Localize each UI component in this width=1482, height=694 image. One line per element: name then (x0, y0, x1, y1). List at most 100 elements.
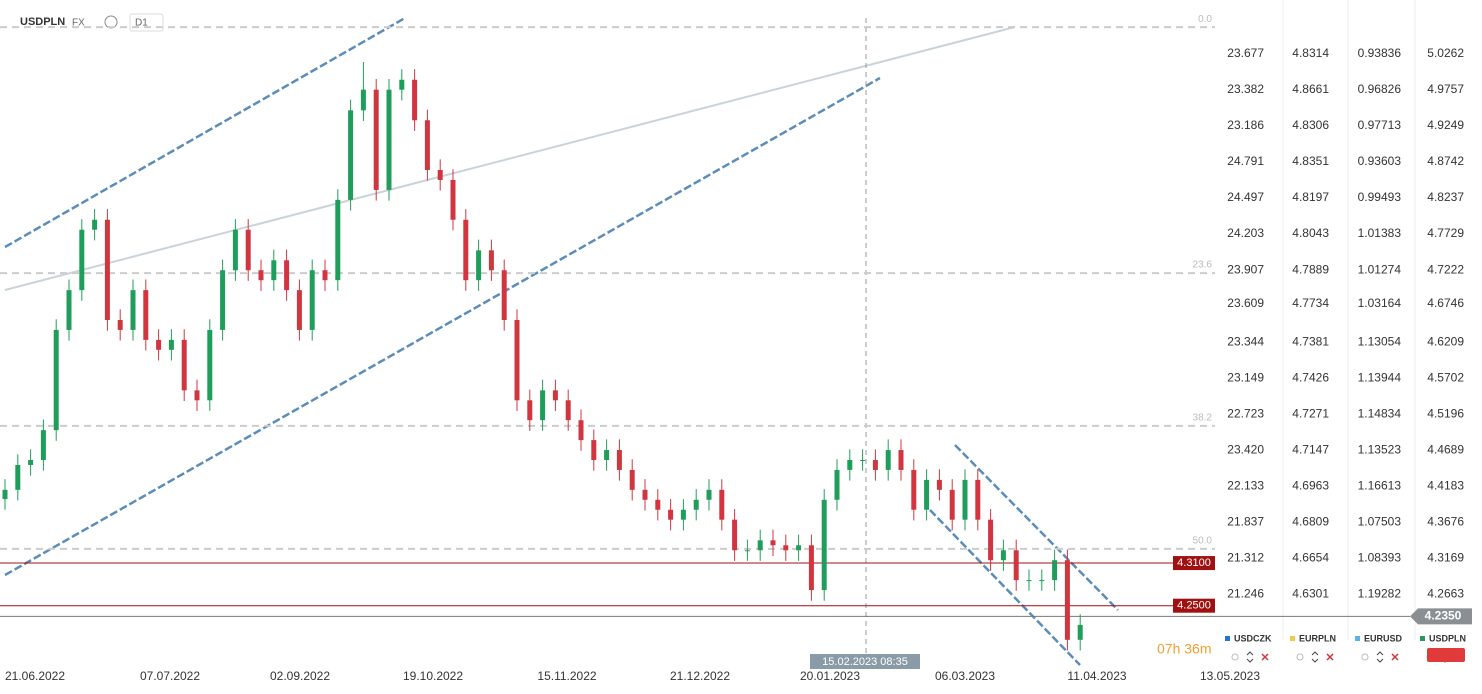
y-tick-label: 4.2663 (1427, 586, 1464, 600)
candle-body (194, 390, 200, 401)
candle-body (552, 390, 558, 401)
candle-body (463, 219, 469, 281)
fib-label: 38.2 (1193, 413, 1213, 424)
candle-body (104, 219, 110, 320)
legend-move (1376, 651, 1384, 663)
candle-body (92, 219, 98, 230)
legend-label[interactable]: EURPLN (1299, 633, 1336, 643)
candle-body (872, 459, 878, 470)
candle-body (719, 489, 725, 520)
y-tick-label: 4.9249 (1427, 118, 1464, 132)
y-tick-label: 4.3169 (1427, 550, 1464, 564)
candle-body (2, 489, 8, 500)
scale-label: 24.497 (1227, 190, 1264, 204)
candle-body (296, 290, 302, 330)
scale-label: 21.312 (1227, 550, 1264, 564)
y-tick-label: 4.9757 (1427, 82, 1464, 96)
symbol[interactable]: USDPLN (20, 16, 65, 28)
scale-label: 22.723 (1227, 406, 1264, 420)
scale-label: 4.7889 (1292, 262, 1329, 276)
scale-label: 4.6654 (1292, 550, 1329, 564)
candle-body (1077, 624, 1083, 640)
level-label: 4.3100 (1177, 557, 1211, 569)
scale-label: 1.01383 (1358, 226, 1402, 240)
candle-body (28, 459, 34, 465)
candle-body (450, 179, 456, 220)
candle-body (591, 440, 597, 460)
y-tick-label: 4.8742 (1427, 154, 1464, 168)
candle-body (284, 260, 290, 291)
candle-body (40, 430, 46, 460)
scale-label: 4.6963 (1292, 478, 1329, 492)
scale-label: 4.7381 (1292, 334, 1329, 348)
scale-label: 4.7147 (1292, 442, 1329, 456)
scale-label: 4.7734 (1292, 296, 1329, 310)
candle-body (732, 519, 738, 551)
y-tick-label: 5.0262 (1427, 46, 1464, 60)
level-box (1173, 556, 1215, 571)
candle-body (796, 545, 802, 551)
candle-body (207, 329, 213, 401)
scale-label: 0.96826 (1358, 82, 1402, 96)
x-tick-label: 02.09.2022 (270, 669, 330, 683)
candle-body (424, 120, 430, 171)
y-tick-label: 4.7729 (1427, 226, 1464, 240)
y-tick-label: 4.6746 (1427, 296, 1464, 310)
candle-body (181, 339, 187, 391)
legend-swatch (1290, 636, 1295, 641)
candle-body (988, 519, 994, 561)
legend-label[interactable]: EURUSD (1364, 633, 1403, 643)
candle-body (655, 499, 661, 510)
candle-body (527, 400, 533, 421)
level-label: 4.2500 (1177, 600, 1211, 612)
legend-eye (1361, 653, 1369, 661)
fib-label: 0.0 (1198, 14, 1212, 25)
candle-body (808, 545, 814, 591)
candle-body (1026, 580, 1032, 582)
scale-label: 23.420 (1227, 442, 1264, 456)
scale-label: 4.8314 (1292, 46, 1329, 60)
candle-body (680, 509, 686, 520)
legend-move (1246, 651, 1254, 663)
candle-body (1052, 560, 1058, 581)
trendline (4, 26, 1016, 291)
legend-label[interactable]: USDPLN (1429, 633, 1466, 643)
candle-body (258, 270, 264, 281)
scale-label: 24.791 (1227, 154, 1264, 168)
candle-body (962, 479, 968, 520)
candle-body (898, 450, 904, 470)
candle-body (757, 540, 763, 551)
candle-body (373, 89, 379, 190)
scale-label: 1.16613 (1358, 478, 1402, 492)
x-tick-label: 19.10.2022 (403, 669, 463, 683)
level-box (1173, 598, 1215, 613)
legend-label[interactable]: USDCZK (1234, 633, 1272, 643)
timeframe[interactable]: D1 (135, 18, 148, 29)
candle-body (821, 499, 827, 591)
scale-label: 1.07503 (1358, 514, 1402, 528)
y-tick-label: 4.7222 (1427, 262, 1464, 276)
candle-body (130, 290, 136, 330)
y-tick-label: 4.5196 (1427, 406, 1464, 420)
candle-body (860, 459, 866, 461)
scale-label: 1.13054 (1358, 334, 1402, 348)
candle-body (335, 199, 341, 281)
candle-body (783, 545, 789, 551)
scale-label: 4.8351 (1292, 154, 1329, 168)
scale-label: 0.93603 (1358, 154, 1402, 168)
candle-body (668, 509, 674, 520)
candle-body (476, 250, 482, 281)
candle-body (1039, 580, 1045, 582)
candle-body (565, 400, 571, 421)
legend-swatch (1225, 636, 1230, 641)
candle-body (501, 270, 507, 320)
scale-label: 0.93836 (1358, 46, 1402, 60)
candle-body (386, 89, 392, 190)
x-tick-label: 13.05.2023 (1200, 669, 1260, 683)
candle-body (360, 89, 366, 111)
y-tick-label: 4.4689 (1427, 442, 1464, 456)
scale-label: 1.08393 (1358, 550, 1402, 564)
candle-body (514, 319, 520, 401)
